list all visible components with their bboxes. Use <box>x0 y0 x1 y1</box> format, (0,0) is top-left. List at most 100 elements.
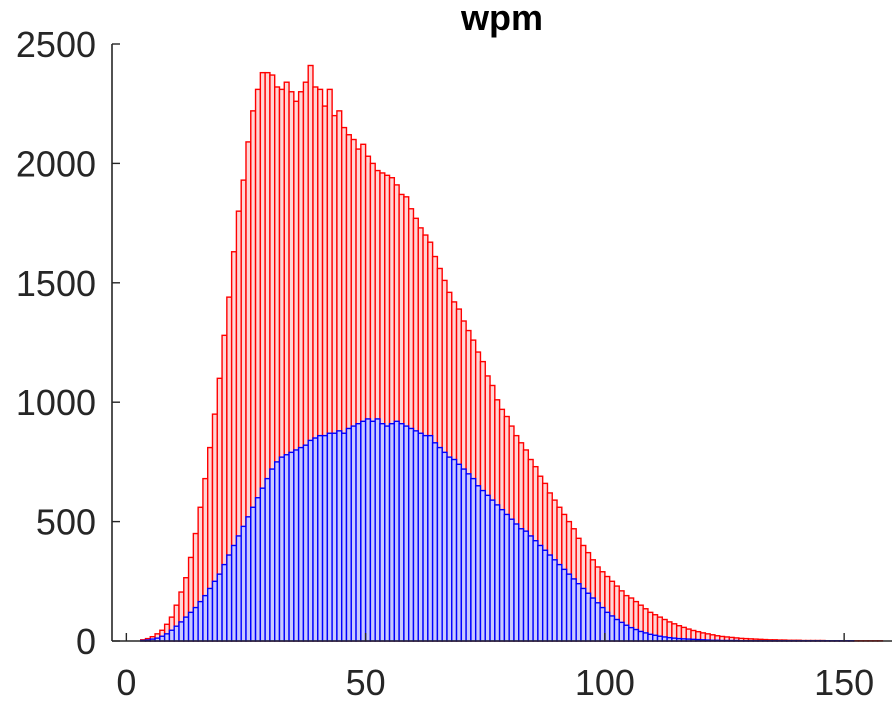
histogram-bar <box>399 424 404 641</box>
histogram-bar <box>327 433 332 641</box>
histogram-bar <box>648 634 653 641</box>
histogram-bar <box>346 428 351 641</box>
histogram-bar <box>323 436 328 641</box>
histogram-bar <box>189 612 194 641</box>
histogram-bar <box>413 431 418 641</box>
histogram-bar <box>270 469 275 641</box>
histogram-bar <box>303 445 308 641</box>
histogram-bar <box>581 588 586 641</box>
histogram-bar <box>552 560 557 641</box>
x-tick-label: 50 <box>346 662 386 703</box>
histogram-bar <box>169 630 174 641</box>
histogram-bar <box>299 448 304 641</box>
histogram-bar <box>260 488 265 641</box>
histogram-bar <box>433 443 438 641</box>
histogram-bar <box>179 622 184 641</box>
y-tick-label: 1000 <box>16 382 96 423</box>
histogram-bar <box>394 421 399 641</box>
histogram-bar <box>504 514 509 641</box>
histogram-bar <box>284 455 289 641</box>
y-tick-label: 2000 <box>16 143 96 184</box>
histogram-bar <box>605 612 610 641</box>
histogram-bar <box>165 634 170 641</box>
histogram-bar <box>313 438 318 641</box>
histogram-bar <box>275 462 280 641</box>
histogram-bar <box>409 428 414 641</box>
histogram-bar <box>610 616 615 641</box>
histogram-bar <box>476 486 481 641</box>
histogram-bar <box>591 598 596 641</box>
y-tick-label: 0 <box>76 621 96 662</box>
histogram-bar <box>538 545 543 641</box>
histogram-bar <box>294 450 299 641</box>
histogram-bar <box>562 569 567 641</box>
histogram-bar <box>337 431 342 641</box>
y-tick-label: 2500 <box>16 24 96 65</box>
histogram-bar <box>222 565 227 641</box>
histogram-bar <box>557 565 562 641</box>
histogram-bar <box>528 536 533 641</box>
histogram-bar <box>375 419 380 641</box>
histogram-bar <box>514 524 519 641</box>
histogram-bar <box>480 491 485 641</box>
histogram-bar <box>447 457 452 641</box>
histogram-bar <box>586 593 591 641</box>
histogram-bar <box>279 457 284 641</box>
histogram-bar <box>442 452 447 641</box>
histogram-bar <box>576 584 581 641</box>
histogram-bar <box>366 419 371 641</box>
histogram-bar <box>404 426 409 641</box>
histogram-bar <box>241 526 246 641</box>
histogram-bar <box>533 541 538 641</box>
histogram-bar <box>634 630 639 641</box>
histogram-bar <box>428 436 433 641</box>
histogram-bar <box>519 529 524 641</box>
histogram-bar <box>571 579 576 641</box>
histogram-bar <box>332 433 337 641</box>
histogram-bar <box>361 421 366 641</box>
histogram-bar <box>524 531 529 641</box>
histogram-bar <box>638 631 643 641</box>
y-tick-label: 500 <box>36 502 96 543</box>
histogram-bar <box>418 433 423 641</box>
histogram-bar <box>624 625 629 641</box>
histogram-bar <box>600 608 605 641</box>
histogram-bar <box>227 555 232 641</box>
histogram-bar <box>461 469 466 641</box>
histogram-bar <box>509 519 514 641</box>
histogram-bar <box>232 545 237 641</box>
histogram-bar <box>208 588 213 641</box>
histogram-bar <box>236 536 241 641</box>
x-tick-label: 100 <box>575 662 635 703</box>
histogram-bar <box>308 440 313 641</box>
histogram-bar <box>543 550 548 641</box>
y-tick-label: 1500 <box>16 263 96 304</box>
histogram-bar <box>256 498 261 641</box>
histogram-bar <box>643 633 648 641</box>
histogram-bar <box>495 505 500 641</box>
histogram-bar <box>490 500 495 641</box>
histogram-bar <box>246 517 251 641</box>
histogram-bar <box>370 421 375 641</box>
histogram-bar <box>351 426 356 641</box>
histogram-bar <box>452 460 457 641</box>
histogram-bar <box>500 510 505 641</box>
histogram-bar <box>423 436 428 641</box>
histogram-bar <box>614 620 619 641</box>
chart-title: wpm <box>460 0 543 38</box>
histogram-bar <box>184 617 189 641</box>
histogram-bar <box>174 626 179 641</box>
x-tick-label: 150 <box>814 662 874 703</box>
histogram-bar <box>265 479 270 641</box>
x-tick-label: 0 <box>116 662 136 703</box>
histogram-bar <box>251 507 256 641</box>
histogram-bar <box>203 596 208 641</box>
histogram-bar <box>193 608 198 641</box>
histogram-bar <box>485 495 490 641</box>
bars-layer <box>141 65 883 641</box>
histogram-bar <box>356 424 361 641</box>
histogram-bar <box>457 464 462 641</box>
histogram-bar <box>390 424 395 641</box>
